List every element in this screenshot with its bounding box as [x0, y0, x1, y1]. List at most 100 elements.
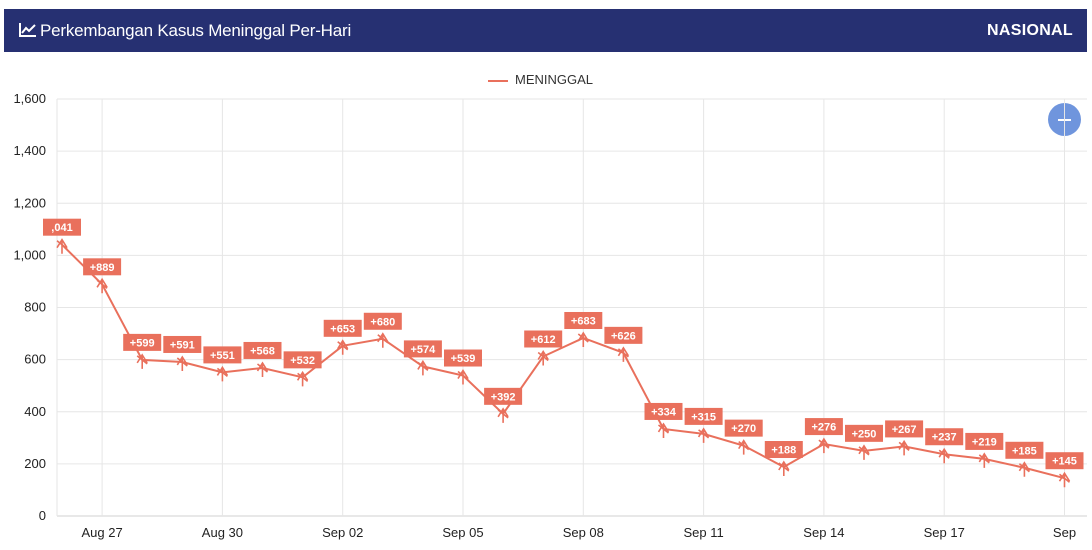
data-point: [256, 361, 269, 377]
data-point: [417, 359, 429, 376]
data-label-bg: [965, 432, 1004, 450]
x-tick-label: Aug 27: [81, 525, 122, 540]
data-label: +591: [170, 339, 195, 351]
line-chart-icon: [19, 23, 36, 37]
data-point: [1058, 471, 1071, 488]
data-label-bg: [604, 326, 643, 344]
data-label-bg: [1005, 441, 1044, 459]
data-point: [858, 444, 870, 460]
data-point: [738, 439, 750, 455]
data-label-bg: [243, 341, 282, 359]
data-point: [898, 439, 910, 456]
data-label: +626: [611, 330, 636, 342]
data-label-bg: [925, 428, 964, 446]
data-label: +334: [651, 406, 677, 418]
data-label: +680: [370, 316, 395, 328]
x-tick-label: Sep 11: [683, 525, 723, 540]
data-point: [657, 422, 670, 438]
data-label-bg: [203, 346, 242, 364]
data-label: +392: [491, 391, 516, 403]
data-point: [577, 331, 589, 347]
data-label: +889: [90, 262, 115, 274]
data-label: +267: [892, 424, 917, 436]
data-label: +315: [691, 411, 716, 423]
data-label: +270: [731, 423, 756, 435]
data-point: [617, 346, 630, 362]
data-label-bg: [885, 420, 924, 438]
y-tick-label: 1,000: [13, 247, 46, 262]
data-point: [537, 349, 549, 366]
x-tick-label: Sep 14: [803, 525, 844, 540]
data-point: [497, 407, 509, 423]
data-label-bg: [644, 402, 683, 420]
x-tick-label: Sep: [1053, 525, 1076, 540]
data-point: [818, 437, 830, 454]
data-label: +574: [411, 344, 437, 356]
y-tick-label: 200: [24, 456, 46, 471]
data-label-bg: [123, 333, 162, 351]
x-tick-label: Sep 08: [563, 525, 604, 540]
data-label-bg: [845, 424, 883, 442]
data-label: +612: [531, 334, 556, 346]
region-scope: NASIONAL: [987, 22, 1073, 39]
y-tick-label: 1,400: [13, 143, 46, 158]
data-point: [457, 369, 469, 385]
data-label-bg: [724, 419, 763, 437]
data-label: +551: [210, 350, 235, 362]
data-label: +683: [571, 315, 596, 327]
data-label-bg: [564, 311, 603, 329]
x-tick-label: Sep 02: [322, 525, 363, 540]
x-tick-label: Sep 17: [924, 525, 965, 540]
data-point: [296, 370, 309, 387]
data-label-bg: [804, 418, 843, 436]
data-point: [337, 339, 349, 355]
chart-title: Perkembangan Kasus Meninggal Per-Hari: [40, 21, 352, 40]
data-label-bg: [684, 407, 723, 425]
data-label: +653: [330, 323, 355, 335]
y-tick-label: 400: [24, 404, 46, 419]
y-tick-label: 800: [24, 300, 46, 315]
data-label-bg: [323, 319, 362, 337]
data-label-bg: [163, 335, 202, 353]
data-point: [136, 353, 148, 369]
x-tick-label: Sep 05: [442, 525, 483, 540]
y-tick-label: 600: [24, 352, 46, 367]
legend-label: MENINGGAL: [515, 72, 594, 87]
data-point: [377, 332, 389, 348]
data-point: [56, 238, 68, 254]
data-label-bg: [83, 258, 122, 276]
data-point: [938, 447, 950, 464]
data-point: [176, 355, 188, 371]
data-label: +188: [771, 445, 796, 457]
data-label-bg: [403, 340, 442, 358]
data-label: +599: [130, 337, 155, 349]
data-point: [96, 277, 108, 294]
y-tick-label: 1,200: [13, 195, 46, 210]
data-label-bg: [524, 330, 563, 348]
y-tick-label: 0: [39, 508, 46, 523]
data-label: +250: [852, 428, 877, 440]
data-label-bg: [363, 312, 402, 330]
data-point: [978, 452, 990, 468]
data-label: +185: [1012, 445, 1037, 457]
legend-swatch: [488, 80, 508, 82]
y-tick-label: 1,600: [13, 91, 46, 106]
data-label: +532: [290, 355, 315, 367]
data-label: +219: [972, 436, 997, 448]
data-label-bg: [1045, 452, 1084, 470]
data-label-bg: [444, 349, 482, 367]
data-label: +237: [932, 432, 957, 444]
data-point: [697, 427, 710, 443]
data-point: [1018, 461, 1031, 477]
data-point: [778, 460, 790, 477]
data-label: +276: [812, 422, 837, 434]
series-line-meninggal: [61, 243, 1065, 480]
data-label: +539: [451, 353, 476, 365]
data-label: ,041: [51, 222, 72, 234]
x-tick-label: Aug 30: [202, 525, 243, 540]
data-label: +145: [1052, 456, 1077, 468]
data-label-bg: [283, 351, 322, 369]
chart-header: Perkembangan Kasus Meninggal Per-Hari NA…: [4, 9, 1087, 52]
data-label: +568: [250, 345, 275, 357]
